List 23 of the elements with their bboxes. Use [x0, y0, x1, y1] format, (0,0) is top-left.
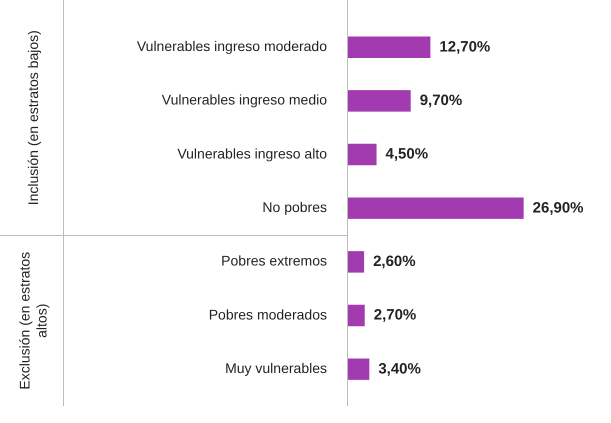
bar: [347, 144, 377, 166]
bar: [347, 304, 365, 326]
y-tick-label: Vulnerables ingreso alto: [177, 145, 328, 162]
y-tick-label: No pobres: [262, 199, 327, 216]
y-tick-label: Vulnerables ingreso medio: [162, 92, 328, 108]
bar: [347, 358, 370, 380]
y-tick-label: Pobres extremos: [221, 252, 327, 269]
data-label: 12,70%: [439, 38, 490, 56]
text: Inclusión (en estratos bajos): [24, 30, 41, 206]
data-label: 2,70%: [374, 306, 416, 324]
bar: [347, 90, 411, 112]
bar: [347, 36, 430, 58]
y-tick-label: Vulnerables ingreso moderado: [136, 38, 328, 54]
text: Exclusión (en estratos altos): [16, 252, 50, 390]
data-label: 3,40%: [378, 360, 421, 378]
data-label: 26,90%: [532, 199, 584, 216]
data-label: 4,50%: [386, 146, 428, 163]
bar: [347, 251, 364, 273]
bar: [347, 197, 524, 219]
data-label: 9,70%: [420, 92, 462, 110]
y-tick-label: Muy vulnerables: [225, 360, 327, 376]
data-label: 2,60%: [373, 253, 416, 270]
y-tick-label: Pobres moderados: [208, 306, 327, 322]
